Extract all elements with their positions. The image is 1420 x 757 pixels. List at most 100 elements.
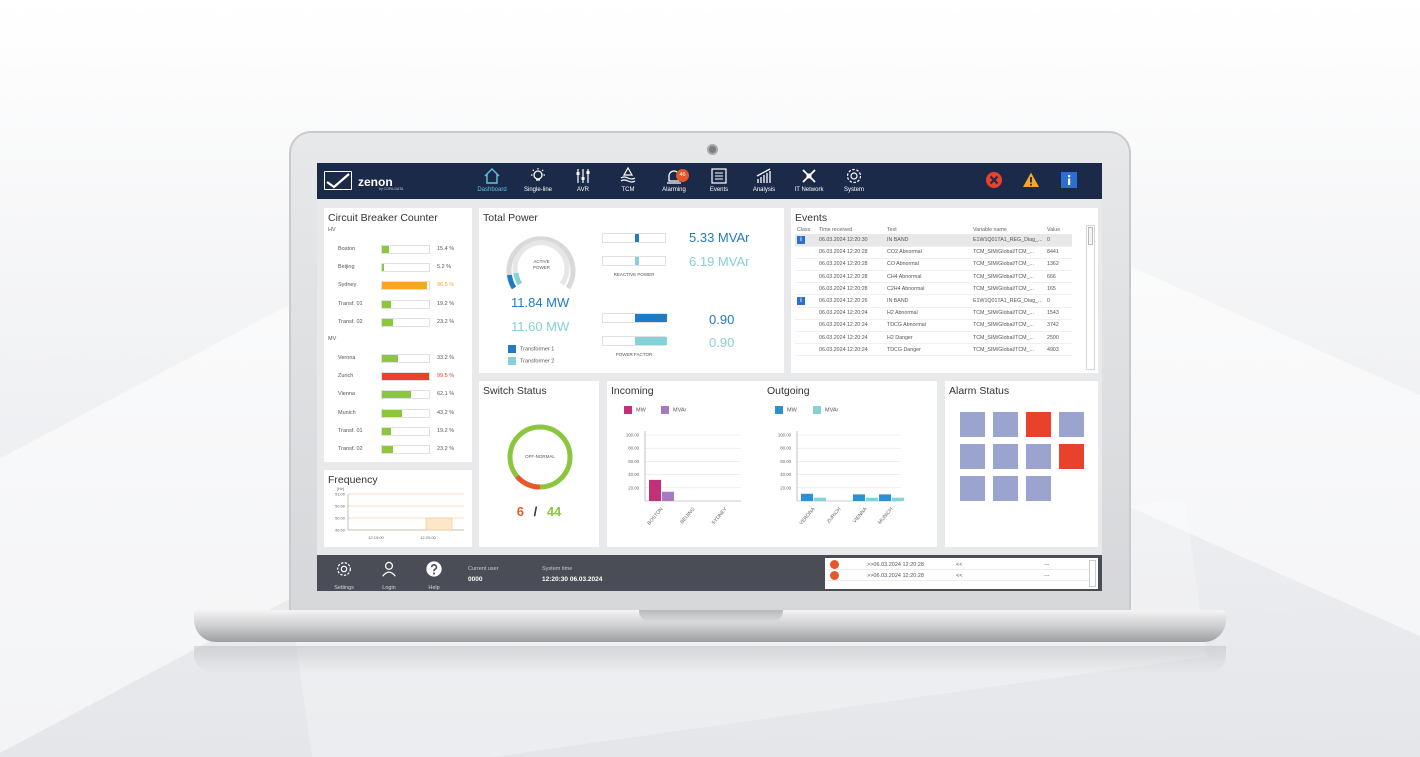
nav-single-line[interactable]: Single-line: [516, 166, 560, 198]
alarm-tile[interactable]: [1059, 444, 1084, 469]
y-tick-label: 100.00: [626, 433, 640, 438]
help-button[interactable]: Help: [419, 560, 449, 591]
column-header[interactable]: Text: [887, 226, 897, 233]
nav-events[interactable]: Events: [697, 166, 741, 198]
breaker-row[interactable]: Transf. 02 23.2 %: [324, 316, 472, 328]
breaker-bar: [381, 408, 430, 418]
breaker-bar: [381, 317, 430, 327]
breaker-row[interactable]: Verona 33.2 %: [324, 352, 472, 364]
breaker-row[interactable]: Beijing 5.2 %: [324, 261, 472, 273]
scrollbar-thumb[interactable]: [1088, 227, 1093, 245]
event-value: 1543: [1045, 307, 1072, 320]
breaker-row[interactable]: Munich 43.2 %: [324, 407, 472, 419]
info-status-icon[interactable]: [1060, 171, 1078, 189]
list-item[interactable]: >>06.03.2024 12:20:28 << ---: [825, 570, 1089, 581]
incoming-chart: 100.00 80.00 60.00 40.00 20.00 BOSTON BEIJING S…: [626, 431, 741, 526]
bar-mvar-boston[interactable]: [662, 491, 674, 501]
zenon-logo[interactable]: zenon by COPA-DATA: [324, 168, 408, 194]
nav-dashboard[interactable]: Dashboard: [470, 166, 514, 198]
alarm-tile[interactable]: [960, 412, 985, 437]
table-row[interactable]: 06.03.2024 12:20:28 CO2 Abnormal TCM_SIM/G…: [795, 246, 1072, 259]
bar-mvar-vienna[interactable]: [866, 497, 878, 501]
alarm-tile[interactable]: [993, 444, 1018, 469]
table-row[interactable]: i 06.03.2024 12:20:26 IN BAND E1W1Q01TA1_RE…: [795, 294, 1072, 308]
breaker-row[interactable]: Sydney 96.5 %: [324, 279, 472, 291]
table-row[interactable]: 06.03.2024 12:20:28 CH4 Abnormal TCM_SIM/G…: [795, 270, 1072, 284]
column-header[interactable]: Variable name: [973, 226, 1007, 233]
breaker-bar: [381, 281, 430, 291]
breaker-bar: [381, 263, 430, 273]
legend-swatch: [508, 345, 516, 353]
event-class: [795, 282, 817, 296]
nav-label: TCM: [621, 187, 635, 193]
event-text: TDCG Abnormal: [885, 319, 971, 333]
table-row[interactable]: 06.03.2024 12:20:24 H2 Danger TCM_SIM/Glob…: [795, 331, 1072, 345]
breaker-row[interactable]: Boston 15.4 %: [324, 243, 472, 255]
error-status-icon[interactable]: [985, 171, 1003, 189]
table-row[interactable]: 06.03.2024 12:20:24 H2 Abnormal TCM_SIM/Gl…: [795, 307, 1072, 320]
list-item[interactable]: >>06.03.2024 12:20:28 << ---: [825, 559, 1089, 570]
column-header[interactable]: Class: [797, 226, 811, 233]
bar-mw-munich[interactable]: [879, 494, 891, 501]
table-row[interactable]: 06.03.2024 12:20:24 TDCG Abnormal TCM_SIM/…: [795, 319, 1072, 333]
warning-status-icon[interactable]: [1022, 171, 1040, 189]
current-user-label: Current user: [468, 566, 499, 572]
bulb-icon: [531, 168, 545, 181]
nav-analysis[interactable]: Analysis: [742, 166, 786, 198]
breaker-row[interactable]: Transf. 02 23.2 %: [324, 443, 472, 455]
table-row[interactable]: 06.03.2024 12:20:24 TDCG Danger TCM_SIM/Gl…: [795, 343, 1072, 357]
breaker-percent: 99.5 %: [437, 373, 455, 380]
bar-mw-verona[interactable]: [801, 493, 813, 501]
breaker-row[interactable]: Transf. 01 19.2 %: [324, 298, 472, 310]
outgoing-title: Outgoing: [767, 385, 810, 397]
total-power-panel: Total Power ACTIVE POWER 11.84 MW 11.60 …: [479, 208, 784, 373]
breaker-row[interactable]: Vienna 62.1 %: [324, 388, 472, 400]
breaker-row[interactable]: Transf. 01 19.2 %: [324, 425, 472, 437]
nav-avr[interactable]: AVR: [561, 166, 605, 198]
event-text: TDCG Danger: [885, 343, 971, 357]
column-header[interactable]: Value: [1047, 226, 1061, 233]
bar-mw-boston[interactable]: [649, 479, 661, 501]
x-tick-label: MUNICH: [877, 506, 895, 525]
table-row[interactable]: 06.03.2024 12:20:28 C2H4 Abnormal TCM_SIM/…: [795, 282, 1072, 296]
event-value: 8441: [1045, 246, 1072, 259]
alarm-tile[interactable]: [1026, 412, 1051, 437]
logo-mark-icon: [324, 171, 352, 190]
alarm-tile[interactable]: [1059, 412, 1084, 437]
events-scrollbar[interactable]: [1086, 225, 1095, 370]
circuit-breaker-panel: Circuit Breaker Counter HV Boston 15.4 % B…: [324, 208, 472, 462]
active-power-t2: 11.60 MW: [511, 319, 570, 334]
water-icon: [620, 166, 636, 183]
gear-icon: [846, 168, 862, 184]
nav-it-network[interactable]: IT Network: [787, 166, 831, 198]
user-icon: [382, 561, 396, 577]
panel-title: Alarm Status: [949, 385, 1010, 397]
nav-system[interactable]: System: [832, 166, 876, 198]
table-row[interactable]: 06.03.2024 12:20:28 CO Abnormal TCM_SIM/Gl…: [795, 258, 1072, 272]
settings-button[interactable]: Settings: [329, 560, 359, 591]
table-row[interactable]: i 06.03.2024 12:20:30 IN BAND E1W1Q01TA1_RE…: [795, 234, 1072, 247]
mini-list-scrollbar[interactable]: [1089, 560, 1096, 587]
event-time: 06.03.2024 12:20:28: [817, 258, 885, 272]
bar-mvar-munich[interactable]: [892, 497, 904, 501]
hv-section-label: HV: [328, 227, 336, 233]
alarm-tile[interactable]: [960, 476, 985, 501]
alarm-tile[interactable]: [1026, 444, 1051, 469]
nav-tcm[interactable]: TCM: [606, 166, 650, 198]
event-class: [795, 331, 817, 345]
laptop-notch: [639, 610, 783, 621]
y-tick-label: 51.00: [335, 492, 346, 497]
alarm-row-time: >>06.03.2024 12:20:28: [867, 573, 924, 579]
alarm-tile[interactable]: [993, 412, 1018, 437]
bar-mvar-verona[interactable]: [814, 497, 826, 501]
breaker-name: Verona: [338, 355, 356, 361]
bar-mw-vienna[interactable]: [853, 494, 865, 501]
alarm-tile[interactable]: [960, 444, 985, 469]
nav-alarming[interactable]: 46 Alarming: [652, 166, 696, 198]
column-header[interactable]: Time received: [819, 226, 853, 233]
gauge-label-active: ACTIVE: [533, 259, 550, 264]
alarm-tile[interactable]: [1026, 476, 1051, 501]
breaker-row[interactable]: Zurich 99.5 %: [324, 370, 472, 382]
alarm-tile[interactable]: [993, 476, 1018, 501]
login-button[interactable]: Login: [374, 560, 404, 591]
